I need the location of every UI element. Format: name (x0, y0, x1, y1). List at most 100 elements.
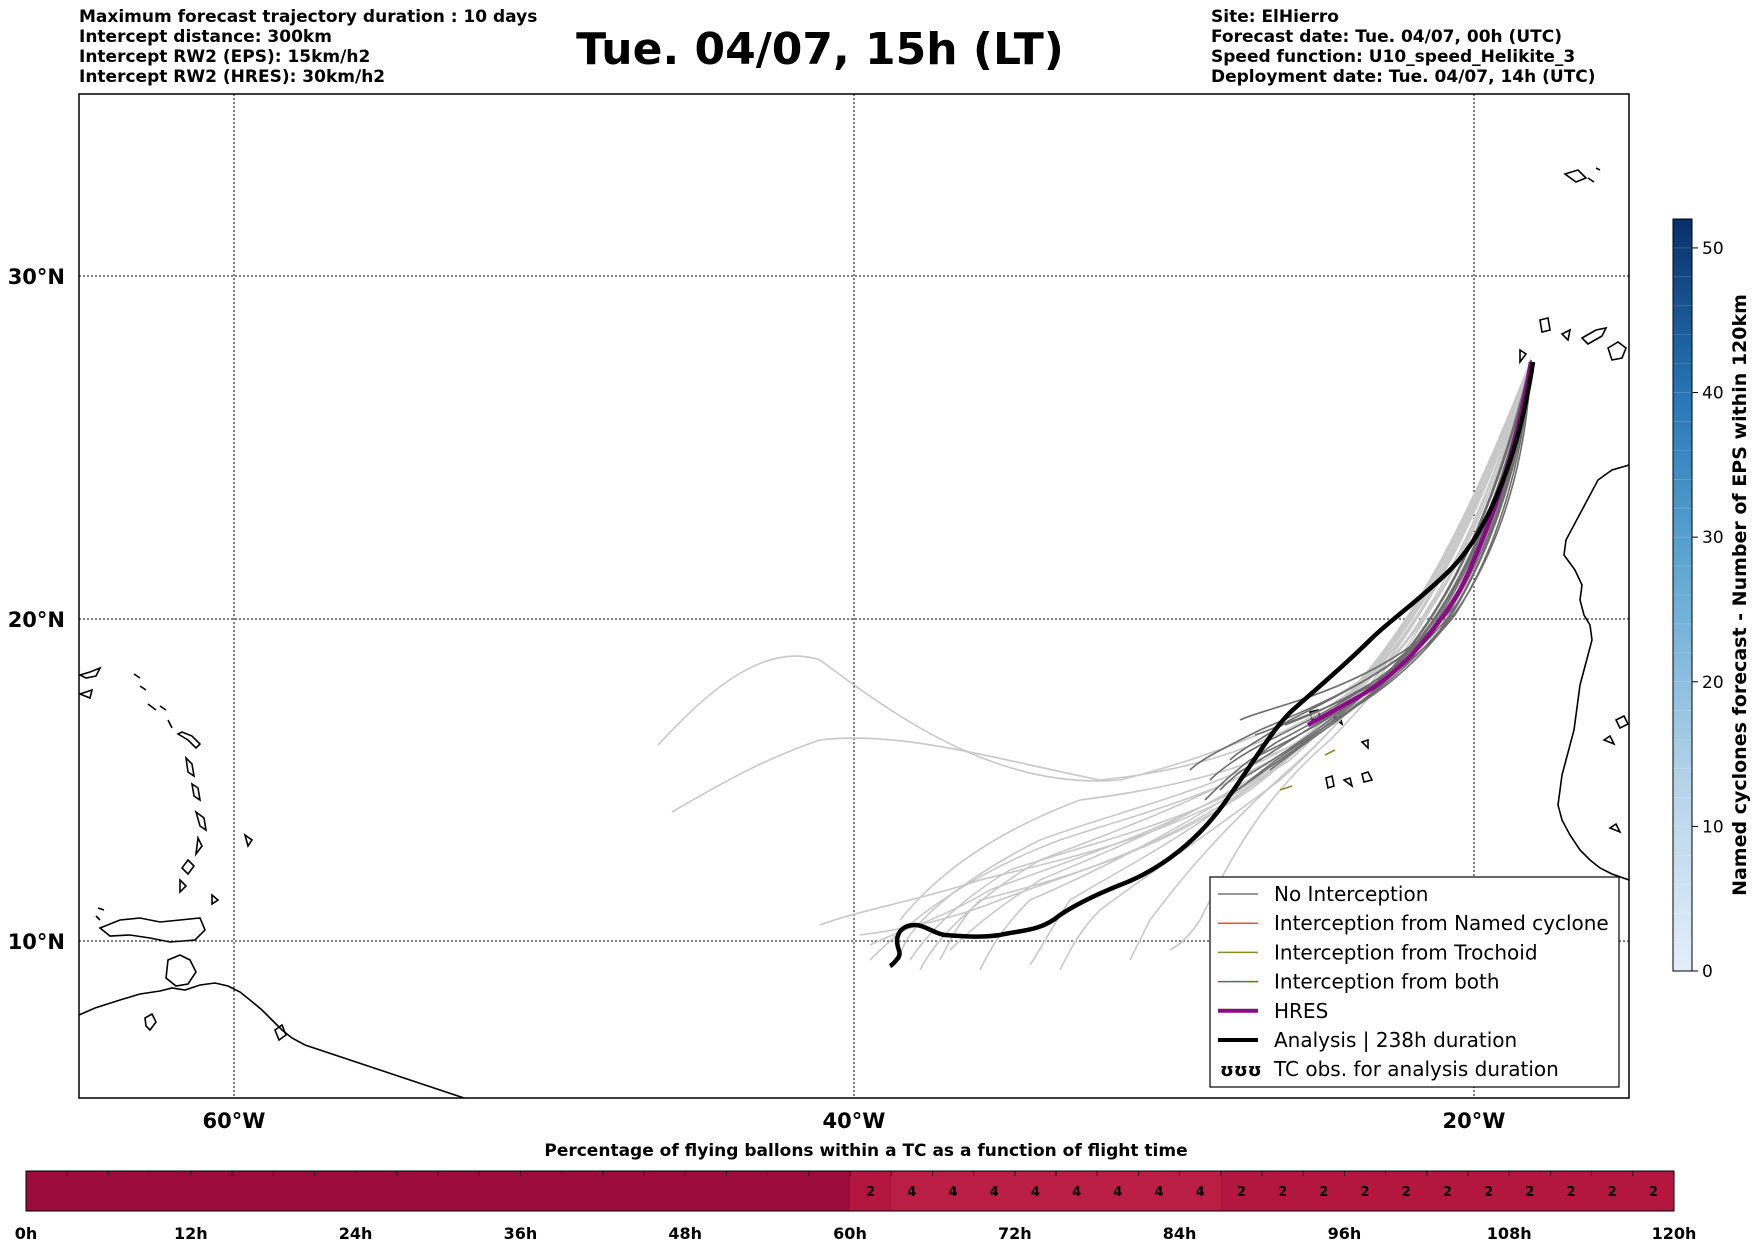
bar-value-label: 2 (1319, 1185, 1328, 1200)
legend-item: Analysis | 238h duration (1218, 1028, 1517, 1052)
legend-item: Interception from Named cyclone (1218, 911, 1609, 935)
bar-cell (726, 1171, 769, 1211)
bar-axis-label: 108h (1487, 1224, 1532, 1241)
bar-ticks: 0h 12h 24h 36h 48h 60h 72h 84h 96h 108h 120h (15, 1224, 1697, 1241)
bar-cell (1179, 1171, 1222, 1211)
bar-axis-label: 72h (998, 1224, 1032, 1241)
legend-item: ʊʊʊ TC obs. for analysis duration (1220, 1057, 1559, 1081)
header-line: Forecast date: Tue. 04/07, 00h (UTC) (1211, 27, 1562, 47)
header-line: Intercept RW2 (EPS): 15km/h2 (79, 47, 371, 67)
header-left-info: Maximum forecast trajectory duration : 1… (79, 7, 537, 87)
page-title: Tue. 04/07, 15h (LT) (576, 24, 1064, 75)
trajectory (1239, 359, 1532, 781)
legend-item: No Interception (1218, 882, 1428, 906)
lat-label-30n: 30°N (8, 265, 65, 289)
coast-madeira (1563, 167, 1601, 183)
header-line: Speed function: U10_speed_Helikite_3 (1211, 47, 1576, 67)
coast-venezuela-inlet (98, 917, 206, 943)
trajectory (899, 359, 1532, 921)
bar-cell (1220, 1171, 1263, 1211)
legend-box (1209, 876, 1620, 1088)
bar-value-label: 2 (1566, 1185, 1575, 1200)
legend-label: No Interception (1274, 882, 1428, 906)
bar-cell (1097, 1171, 1139, 1211)
legend-item: Interception from Trochoid (1218, 940, 1538, 964)
trajectory (1254, 359, 1532, 761)
bar-cell (561, 1171, 604, 1211)
bar-cell (314, 1171, 357, 1211)
colorbar: 0 10 20 30 40 50 Named cyclones forecast - Nu… (1672, 218, 1751, 982)
trajectories (657, 359, 1536, 971)
header-line: Deployment date: Tue. 04/07, 14h (UTC) (1211, 67, 1596, 87)
bar-axis-label: 48h (668, 1224, 702, 1241)
bar-value-label: 2 (1402, 1185, 1411, 1200)
bar-value-label: 2 (866, 1185, 875, 1200)
bar-axis-label: 96h (1328, 1224, 1362, 1241)
bar-cell (932, 1171, 975, 1211)
bar-value-label: 4 (907, 1185, 916, 1200)
trajectory (1169, 359, 1532, 951)
header-line: Intercept RW2 (HRES): 30km/h2 (79, 67, 386, 87)
bar-cell (1303, 1171, 1345, 1211)
flight-time-chart: Percentage of flying ballons within a TC… (15, 1141, 1697, 1241)
header-line: Maximum forecast trajectory duration : 1… (79, 7, 538, 27)
bar-cell (190, 1171, 233, 1211)
bar-value-label: 4 (1196, 1185, 1205, 1200)
map-frame (78, 93, 1630, 1099)
bar-axis-label: 60h (833, 1224, 867, 1241)
bar-cell (396, 1171, 439, 1211)
bar-cell (767, 1171, 810, 1211)
colorbar-tick-label: 30 (1702, 528, 1724, 548)
bar-cell (1550, 1171, 1593, 1211)
colorbar-title: Named cyclones forecast - Number of EPS … (1729, 294, 1751, 896)
trajectory (657, 359, 1532, 782)
bar-cell (1468, 1171, 1510, 1211)
trajectory (1229, 359, 1532, 796)
lat-label-20n: 20°N (8, 608, 65, 632)
bar-value-label: 2 (1278, 1185, 1287, 1200)
bar-cell (355, 1171, 398, 1211)
tc-obs-symbol-icon: ʊʊʊ (1220, 1060, 1262, 1081)
map-panel: No Interception Interception from Named c… (8, 93, 1630, 1133)
legend-label: Interception from Named cyclone (1274, 911, 1609, 935)
bar-value-label: 4 (948, 1185, 957, 1200)
bar-axis-label: 0h (15, 1224, 38, 1241)
bar-axis-label: 24h (339, 1224, 373, 1241)
bar-cell (108, 1171, 151, 1211)
coast-trinidad (165, 954, 197, 987)
trajectory (819, 359, 1532, 926)
lat-label-10n: 10°N (8, 930, 65, 954)
lon-label-60w: 60°W (203, 1109, 266, 1133)
header-line: Intercept distance: 300km (79, 27, 332, 47)
legend-label: HRES (1274, 999, 1328, 1023)
colorbar-tick-label: 40 (1702, 384, 1724, 404)
coast-south-america (79, 982, 467, 1098)
bar-value-label: 4 (1113, 1185, 1122, 1200)
bar-value-label: 2 (1608, 1185, 1617, 1200)
bar-axis-label: 120h (1652, 1224, 1697, 1241)
bar-cell (1509, 1171, 1551, 1211)
bar-cell (644, 1171, 686, 1211)
bar-value-label: 2 (1649, 1185, 1658, 1200)
header-line: Site: ElHierro (1211, 7, 1339, 27)
trajectory (1279, 785, 1293, 791)
bar-cell (685, 1171, 727, 1211)
legend-label: Analysis | 238h duration (1274, 1028, 1517, 1052)
bar-cell (1138, 1171, 1181, 1211)
coast-lesser-antilles (79, 666, 254, 921)
bar-cell (1056, 1171, 1098, 1211)
bar-cell (1385, 1171, 1428, 1211)
legend-label: Interception from Trochoid (1274, 940, 1538, 964)
bar-axis-label: 36h (504, 1224, 538, 1241)
legend-item: Interception from both (1218, 970, 1500, 994)
colorbar-tick-label: 10 (1702, 817, 1724, 837)
lon-label-20w: 20°W (1443, 1109, 1506, 1133)
bar-cell (808, 1171, 851, 1211)
legend-label: Interception from both (1274, 970, 1500, 994)
colorbar-tick-label: 50 (1702, 239, 1724, 259)
colorbar-tick-label: 0 (1702, 962, 1713, 982)
trajectory (1349, 359, 1532, 711)
lat-labels: 30°N 20°N 10°N (8, 265, 65, 954)
bar-cell (1426, 1171, 1469, 1211)
trochoid-trajectories (1279, 749, 1336, 791)
